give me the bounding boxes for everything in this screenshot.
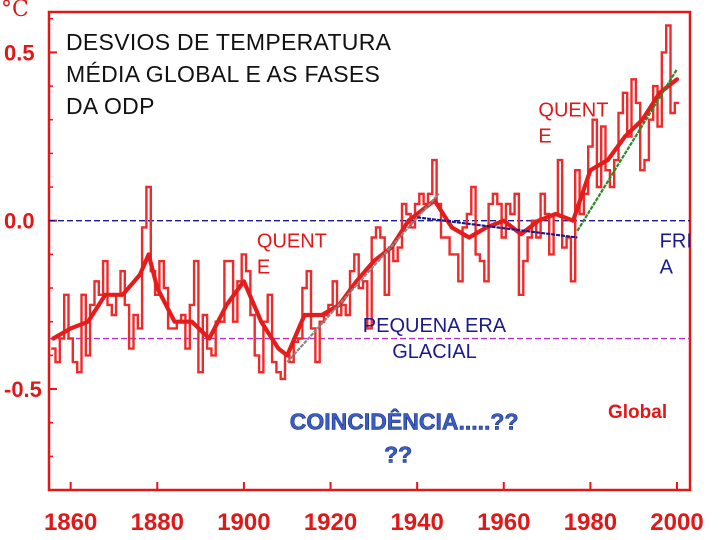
cool-trend-1940-1977 — [417, 216, 578, 239]
x-tick-label: 1900 — [217, 509, 270, 536]
warm-trend-1910-1945 — [286, 193, 440, 363]
label-quente-2-line: QUENT — [538, 99, 608, 121]
smoothed-series-line — [51, 77, 680, 358]
label-quente-1-line: E — [257, 257, 270, 279]
label-pequena-era-line: GLACIAL — [392, 341, 476, 363]
axes: 0.5 0.0 -0.5 1860 1880 1900 1920 1940 1960 1980 20… — [4, 10, 704, 536]
label-coincidencia-line: COINCIDÊNCIA.....?? — [290, 407, 519, 434]
x-tick-label: 1860 — [44, 509, 97, 536]
text-layer: DESVIOS DE TEMPERATURA MÉDIA GLOBAL E AS … — [1, 0, 692, 468]
warm-trend-1977-2000 — [576, 68, 678, 232]
chart-title-line: DA ODP — [66, 93, 155, 119]
y-tick-label: 0.0 — [4, 209, 35, 234]
x-tick-label: 1920 — [304, 509, 357, 536]
series-group — [51, 24, 680, 381]
label-coincidencia-line: ?? — [384, 441, 412, 467]
y-tick-label: 0.5 — [4, 40, 35, 65]
label-quente-2-line: E — [538, 125, 551, 147]
label-fria-line: FRI — [660, 231, 692, 253]
phase-trend-lines — [286, 68, 678, 363]
x-tick-label: 2000 — [650, 509, 703, 536]
label-fria-line: A — [660, 257, 674, 279]
chart-title-line: MÉDIA GLOBAL E AS FASES — [66, 61, 380, 87]
y-tick-label: -0.5 — [4, 377, 42, 402]
series-label-global: Global — [608, 402, 667, 423]
x-tick-label: 1880 — [131, 509, 184, 536]
label-quente-1-line: QUENT — [257, 231, 327, 253]
y-unit-label: °C — [1, 0, 29, 22]
plot-frame — [47, 10, 692, 492]
label-pequena-era-line: PEQUENA ERA — [363, 315, 507, 337]
x-tick-label: 1940 — [390, 509, 443, 536]
x-tick-label: 1960 — [477, 509, 530, 536]
x-tick-label: 1980 — [564, 509, 617, 536]
chart-title-line: DESVIOS DE TEMPERATURA — [66, 29, 392, 55]
